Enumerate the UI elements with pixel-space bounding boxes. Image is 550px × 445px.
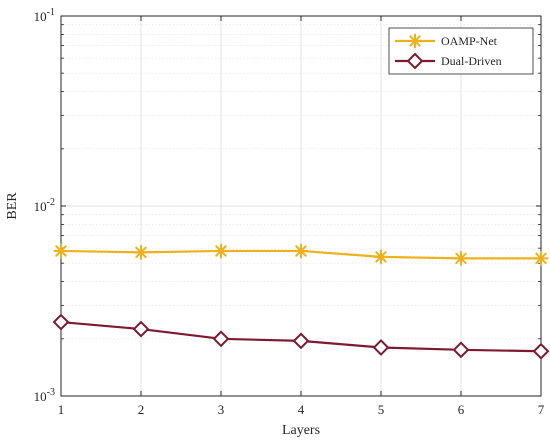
x-tick-label: 2 [138,402,145,417]
data-point-oamp-net [533,250,549,266]
x-tick-label: 7 [538,402,545,417]
data-point-dual-driven [52,313,70,331]
y-tick-label: 10-1 [34,7,55,24]
marker-stroke [215,245,227,257]
y-tick-label: 10-3 [34,387,55,404]
marker-stroke [375,251,387,263]
data-point-dual-driven [132,320,150,338]
x-tick-label: 6 [458,402,465,417]
data-point-oamp-net [133,244,149,260]
marker-stroke [535,252,547,265]
x-tick-label: 5 [378,402,385,417]
x-tick-label: 4 [298,402,305,417]
data-point-dual-driven [212,330,230,348]
y-axis-label: BER [5,192,20,220]
data-point-dual-driven [532,342,550,360]
x-tick-label: 1 [58,402,65,417]
marker-stroke [409,35,421,47]
marker-stroke [55,245,67,257]
data-point-oamp-net [53,243,69,259]
marker-stroke [135,246,147,259]
legend: OAMP-Net Dual-Driven [388,27,534,75]
data-point-oamp-net [293,243,309,259]
x-tick-label: 3 [218,402,225,417]
data-point-dual-driven [372,339,390,356]
legend-label-dual-driven: Dual-Driven [441,54,502,68]
data-point-dual-driven [292,332,310,350]
data-point-dual-driven [452,341,470,359]
marker-stroke [455,252,467,265]
data-point-oamp-net [453,250,469,266]
y-tick-label: 10-2 [34,197,55,214]
data-point-oamp-net [373,249,389,265]
legend-marker-dual-driven [406,52,424,70]
series-layer [52,243,550,360]
data-point-oamp-net [213,243,229,259]
legend-marker-oamp-net [407,33,423,49]
legend-label-oamp-net: OAMP-Net [441,34,498,48]
axis-ticks: 1 2 3 4 5 6 7 10-1 10-2 10-3 [34,7,545,417]
marker-stroke [295,245,307,257]
x-axis-label: Layers [282,423,320,438]
